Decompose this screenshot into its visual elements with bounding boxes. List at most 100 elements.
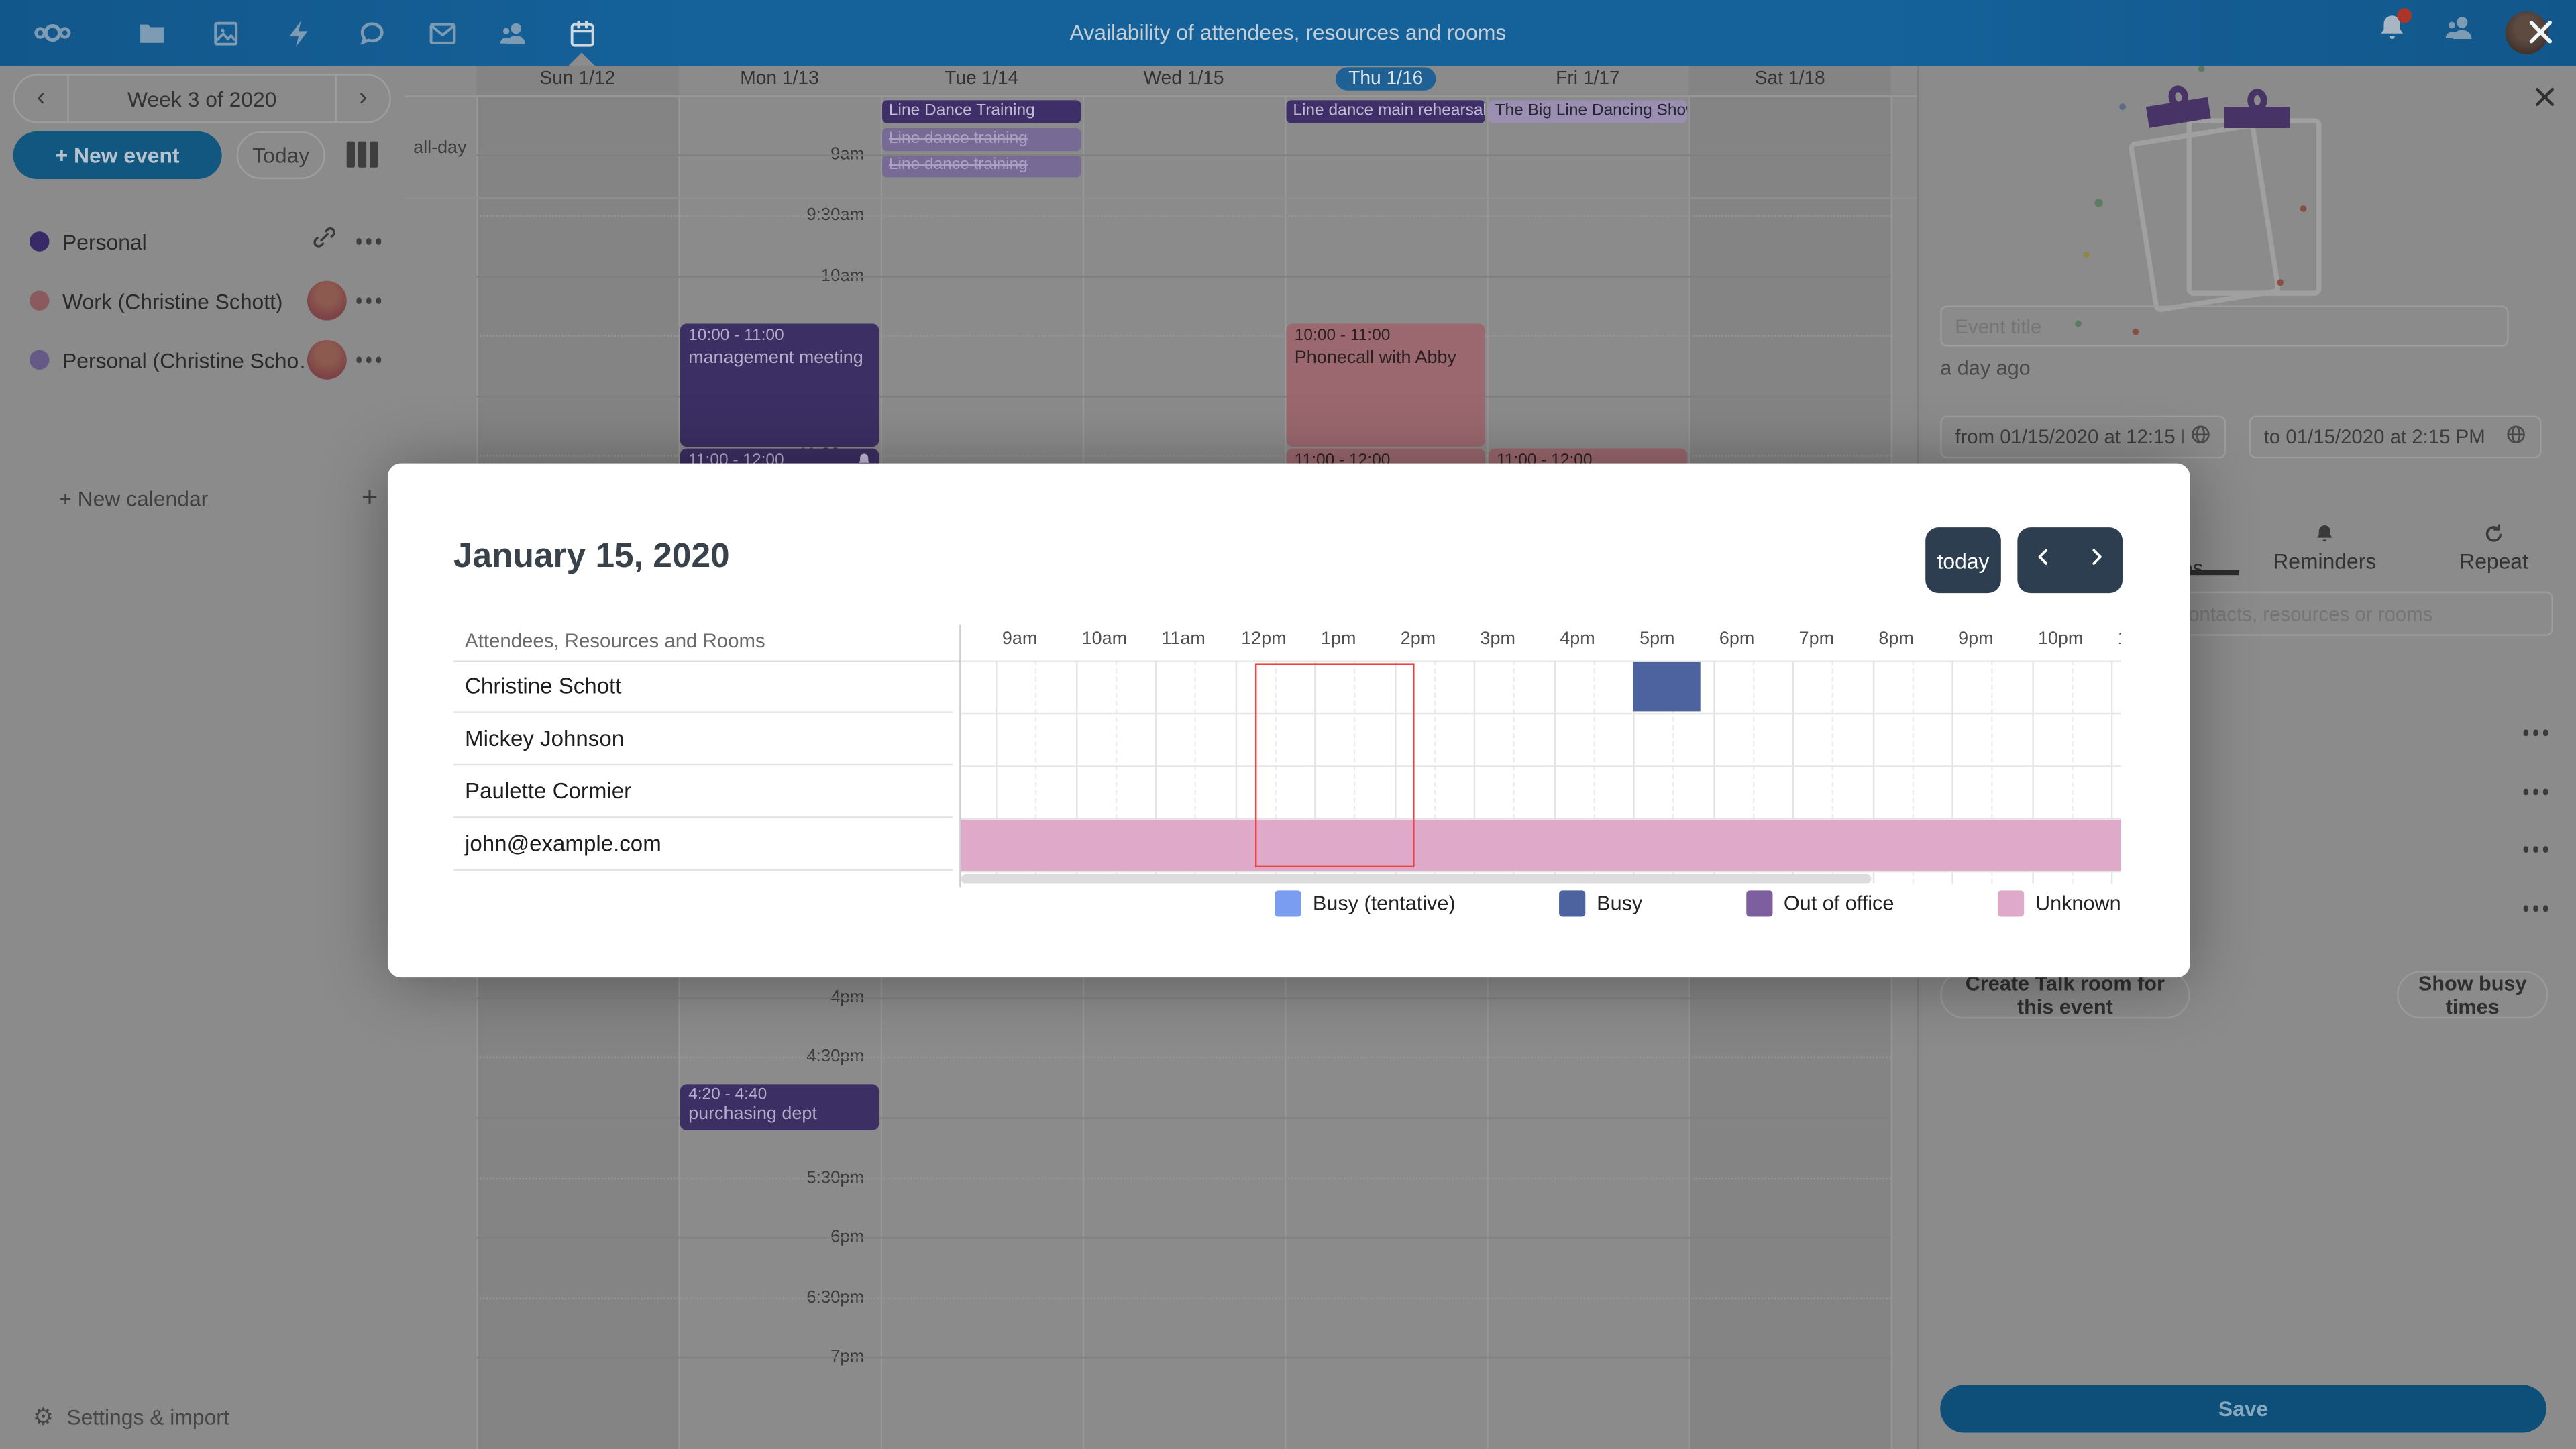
calendar-list-item-personal-shared[interactable]: Personal (Christine Scho… (0, 332, 404, 388)
modal-hour-line (1473, 660, 1476, 884)
calendar-icon[interactable] (562, 13, 602, 53)
slot-line (476, 1357, 1891, 1360)
modal-day-navigation (2017, 527, 2123, 594)
event-start-field[interactable]: from 01/15/2020 at 12:15 PM (1940, 415, 2226, 459)
contacts-icon[interactable] (493, 13, 533, 53)
modal-hour-line (1951, 660, 1953, 884)
calendar-menu-icon[interactable] (356, 357, 382, 363)
day-header[interactable]: Sat 1/18 (1754, 68, 1825, 89)
timezone-globe-icon[interactable] (2506, 424, 2527, 450)
previous-week-button[interactable]: ‹ (36, 83, 46, 112)
day-header[interactable]: Fri 1/17 (1556, 68, 1620, 89)
legend-swatch (1275, 890, 1301, 917)
calendar-sidebar: ‹ Week 3 of 2020 › + New event Today Per… (0, 65, 405, 1449)
activity-icon[interactable] (279, 13, 319, 53)
attendee-menu-icon[interactable] (2522, 789, 2548, 795)
legend-swatch (1746, 890, 1772, 917)
week-label: Week 3 of 2020 (67, 75, 337, 122)
attendee-row (1940, 708, 2558, 757)
attendee-menu-icon[interactable] (2522, 729, 2548, 736)
notification-badge (2397, 8, 2412, 23)
availability-timeline[interactable]: 9am 10am 11am 12pm 1pm 2pm 3pm 4pm 5pm 6pm 7pm 8pm 9… (961, 625, 2121, 891)
modal-row-line (961, 818, 2121, 820)
day-header[interactable]: Mon 1/13 (740, 68, 819, 89)
horizontal-scrollbar[interactable] (961, 873, 1872, 884)
event-phonecall-with-abby[interactable]: 10:00 - 11:00 Phonecall with Abby (1286, 323, 1485, 447)
today-button[interactable]: Today (236, 131, 325, 179)
event-time-selection[interactable] (1255, 663, 1415, 868)
files-icon[interactable] (131, 13, 171, 53)
allday-event[interactable]: Line Dance Training (882, 100, 1081, 123)
calendar-list-item-work[interactable]: Work (Christine Schott) (0, 273, 404, 329)
create-talk-room-button[interactable]: Create Talk room for this event (1940, 971, 2190, 1019)
sidebar-close-icon[interactable] (2533, 85, 2556, 117)
allday-event-declined[interactable]: Line dance training (882, 128, 1081, 152)
modal-time-label: 2pm (1400, 629, 1436, 649)
attendee-row (1940, 767, 2558, 816)
event-purchasing-dept[interactable]: 4:20 - 4:40 purchasing dept (680, 1084, 879, 1130)
allday-event-declined[interactable]: Line dance training (882, 154, 1081, 178)
modal-row-line (961, 660, 2121, 662)
nextcloud-logo[interactable] (33, 13, 72, 53)
modal-half-hour-line (1593, 660, 1595, 884)
calendar-menu-icon[interactable] (356, 297, 382, 304)
modal-hour-line (1633, 660, 1635, 884)
new-calendar-button[interactable]: + New calendar + (0, 473, 404, 522)
day-header[interactable]: Sun 1/12 (539, 68, 616, 89)
calendar-owner-avatar (306, 280, 346, 321)
previous-day-icon[interactable] (2034, 545, 2053, 575)
week-switcher: ‹ Week 3 of 2020 › (13, 74, 391, 123)
modal-half-hour-line (1672, 660, 1675, 884)
modal-half-hour-line (1832, 660, 1834, 884)
allday-event[interactable]: Line dance main rehearsal (1286, 100, 1485, 123)
availability-modal: January 15, 2020 today Attendees, Resour… (387, 463, 2190, 978)
availability-grid-header: Attendees, Resources and Rooms (465, 629, 765, 653)
modal-time-label: 5pm (1640, 629, 1675, 649)
modal-half-hour-line (1912, 660, 1914, 884)
settings-import-button[interactable]: ⚙ Settings & import (0, 1397, 404, 1436)
modal-time-label: 10am (1081, 629, 1128, 649)
tab-repeat[interactable]: Repeat (2412, 523, 2576, 574)
save-button[interactable]: Save (1940, 1385, 2546, 1433)
allday-event[interactable]: The Big Line Dancing Show (1488, 100, 1688, 123)
event-title-input[interactable] (1940, 305, 2509, 347)
event-management-meeting[interactable]: 10:00 - 11:00 management meeting (680, 323, 879, 447)
slot-line (476, 1057, 1891, 1059)
notifications-bell-icon[interactable] (2375, 8, 2412, 52)
modal-hour-line (1792, 660, 1794, 884)
modal-hour-line (1393, 660, 1396, 884)
modal-today-button[interactable]: today (1925, 527, 2001, 594)
show-busy-times-button[interactable]: Show busy times (2397, 971, 2548, 1019)
modal-half-hour-line (1354, 660, 1356, 884)
modal-time-label: 10pm (2037, 629, 2084, 649)
attendee-name: john@example.com (453, 818, 953, 871)
calendar-menu-icon[interactable] (356, 238, 382, 245)
next-week-button[interactable]: › (358, 83, 368, 112)
event-end-field[interactable]: to 01/15/2020 at 2:15 PM (2249, 415, 2542, 459)
calendar-list-item-personal[interactable]: Personal (0, 213, 404, 269)
talk-icon[interactable] (352, 13, 391, 53)
share-link-icon[interactable] (311, 225, 336, 258)
day-header[interactable]: Wed 1/15 (1143, 68, 1224, 89)
new-event-button[interactable]: + New event (13, 131, 222, 179)
modal-time-label: 6pm (1719, 629, 1755, 649)
photos-icon[interactable] (205, 13, 245, 53)
modal-close-icon[interactable] (2527, 18, 2555, 54)
week-view-toggle-icon[interactable] (346, 141, 378, 168)
slot-line (476, 1297, 1891, 1299)
attendee-menu-icon[interactable] (2522, 846, 2548, 853)
repeat-icon (2412, 523, 2576, 545)
attendee-menu-icon[interactable] (2522, 906, 2548, 912)
calendar-color-dot (30, 290, 50, 311)
day-header-today[interactable]: Thu 1/16 (1285, 67, 1487, 94)
mail-icon[interactable] (422, 13, 462, 53)
day-header[interactable]: Tue 1/14 (945, 68, 1019, 89)
contacts-menu-icon[interactable] (2443, 11, 2476, 52)
time-axis-label: 4:30pm (806, 1046, 865, 1067)
slot-line (476, 275, 1891, 277)
plus-icon: + (361, 481, 378, 513)
timezone-globe-icon[interactable] (2190, 424, 2211, 450)
modal-half-hour-line (1513, 660, 1515, 884)
tab-reminders[interactable]: Reminders (2243, 523, 2407, 574)
next-day-icon[interactable] (2086, 545, 2106, 575)
